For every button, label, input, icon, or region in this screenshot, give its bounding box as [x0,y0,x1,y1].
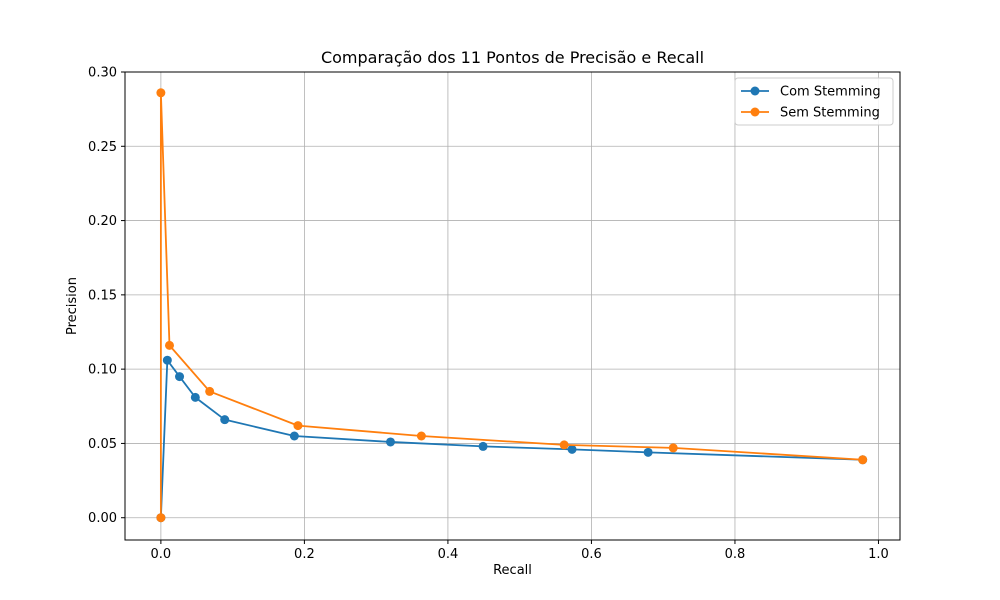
data-point-com-stemming [190,392,200,402]
x-tick-label: 1.0 [868,547,889,562]
legend-label-sem-stemming: Sem Stemming [780,106,880,121]
legend-label-com-stemming: Com Stemming [780,85,881,100]
axes-ticks: 0.0 0.2 0.4 0.6 0.8 1.0 0.00 0.05 0.10 0.15 0.20 0.… [88,66,889,563]
data-point-com-stemming [162,355,172,365]
data-point-sem-stemming [164,340,174,350]
data-point-com-stemming [220,415,230,425]
data-point-com-stemming [643,447,653,457]
y-axis-label: Precision [65,277,80,335]
x-tick-label: 0.6 [581,547,602,562]
legend-marker-com-stemming [750,86,760,96]
legend: Com Stemming Sem Stemming [734,77,894,126]
data-point-com-stemming [289,431,299,441]
y-tick-label: 0.10 [88,363,117,378]
data-point-com-stemming [478,441,488,451]
legend-box [734,77,894,126]
data-point-com-stemming [175,372,185,382]
x-axis-label: Recall [493,563,532,578]
x-tick-label: 0.2 [294,547,315,562]
x-tick-label: 0.8 [725,547,746,562]
series-sem-stemming [156,88,868,523]
data-point-sem-stemming [416,431,426,441]
y-tick-label: 0.15 [88,288,117,303]
series-layer [156,88,868,523]
data-point-sem-stemming [668,443,678,453]
data-point-sem-stemming [156,88,166,98]
data-point-com-stemming [386,437,396,447]
data-point-sem-stemming [559,440,569,450]
x-tick-label: 0.0 [151,547,172,562]
y-tick-label: 0.05 [88,437,117,452]
y-tick-label: 0.00 [88,511,117,526]
data-point-sem-stemming [293,421,303,431]
data-point-sem-stemming [156,513,166,523]
data-point-com-stemming [567,444,577,454]
x-tick-label: 0.4 [438,547,459,562]
plot-frame [124,71,901,541]
data-point-sem-stemming [205,386,215,396]
y-tick-label: 0.25 [88,140,117,155]
y-tick-label: 0.30 [88,66,117,81]
legend-marker-sem-stemming [750,107,760,117]
chart-title: Comparação dos 11 Pontos de Precisão e R… [321,48,704,67]
grid [125,71,900,540]
y-tick-label: 0.20 [88,214,117,229]
data-point-sem-stemming [858,455,868,465]
